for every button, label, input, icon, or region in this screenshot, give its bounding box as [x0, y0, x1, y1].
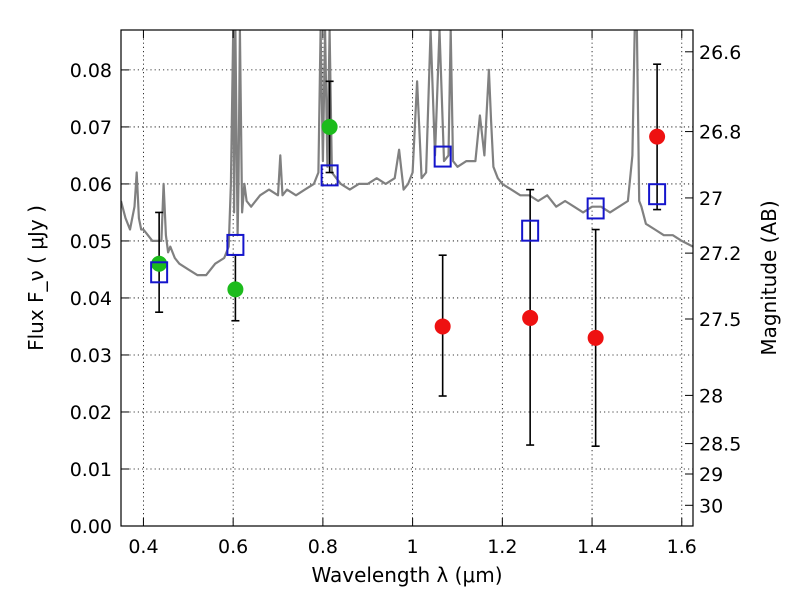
- model-square-point: [433, 145, 452, 168]
- axes-frame: [120, 29, 694, 527]
- y-tick-label: 0.00: [70, 516, 112, 538]
- y2-tick-label: 28: [699, 385, 723, 407]
- y-tick-label: 0.03: [70, 345, 112, 367]
- y-axis-label: Flux F_ν ( μJy ): [24, 205, 48, 351]
- y-tick-label: 0.02: [70, 402, 112, 424]
- y2-tick-label: 27: [699, 188, 723, 210]
- y2-tick-label: 26.8: [699, 122, 741, 144]
- x-tick-label: 1: [407, 536, 419, 558]
- photometry-point: [151, 255, 168, 272]
- model-square-point: [150, 261, 169, 284]
- plot-area: [121, 30, 693, 447]
- spectrum-line: [121, 30, 693, 277]
- x-tick-label: 0.6: [218, 536, 248, 558]
- model-square-point: [226, 233, 245, 256]
- model-square-point: [586, 197, 605, 220]
- y-tick-label: 0.07: [70, 117, 112, 139]
- y-tick-label: 0.08: [70, 60, 112, 82]
- photometry-point: [434, 318, 451, 335]
- axis-ticks: 0.4 0.6 0.8 1 1.2 1.4 1.6 0.00 0.01 0.02 0.03 0.04 0…: [70, 30, 741, 558]
- y-tick-label: 0.04: [70, 288, 112, 310]
- photometry-point: [522, 309, 539, 326]
- grid-lines: [121, 30, 693, 526]
- x-tick-label: 1.4: [577, 536, 607, 558]
- y2-tick-label: 27.2: [699, 243, 741, 265]
- x-axis-label: Wavelength λ (μm): [311, 563, 502, 587]
- y2-axis-label: Magnitude (AB): [757, 200, 781, 355]
- photometry-point: [649, 128, 666, 145]
- y2-tick-label: 29: [699, 464, 723, 486]
- x-tick-label: 1.2: [487, 536, 517, 558]
- y2-tick-label: 27.5: [699, 309, 741, 331]
- y2-tick-label: 30: [699, 495, 723, 517]
- x-tick-label: 0.4: [128, 536, 158, 558]
- model-square-point: [648, 183, 667, 206]
- y2-tick-label: 28.5: [699, 434, 741, 456]
- y2-tick-label: 26.6: [699, 42, 741, 64]
- x-tick-label: 0.8: [308, 536, 338, 558]
- y-tick-label: 0.05: [70, 231, 112, 253]
- x-tick-label: 1.6: [667, 536, 697, 558]
- model-square-point: [521, 219, 540, 242]
- model-square-point: [320, 164, 339, 187]
- photometry-point: [227, 281, 244, 298]
- photometry-point: [587, 329, 604, 346]
- y-tick-label: 0.06: [70, 174, 112, 196]
- photometry-point: [321, 118, 338, 135]
- y-tick-label: 0.01: [70, 459, 112, 481]
